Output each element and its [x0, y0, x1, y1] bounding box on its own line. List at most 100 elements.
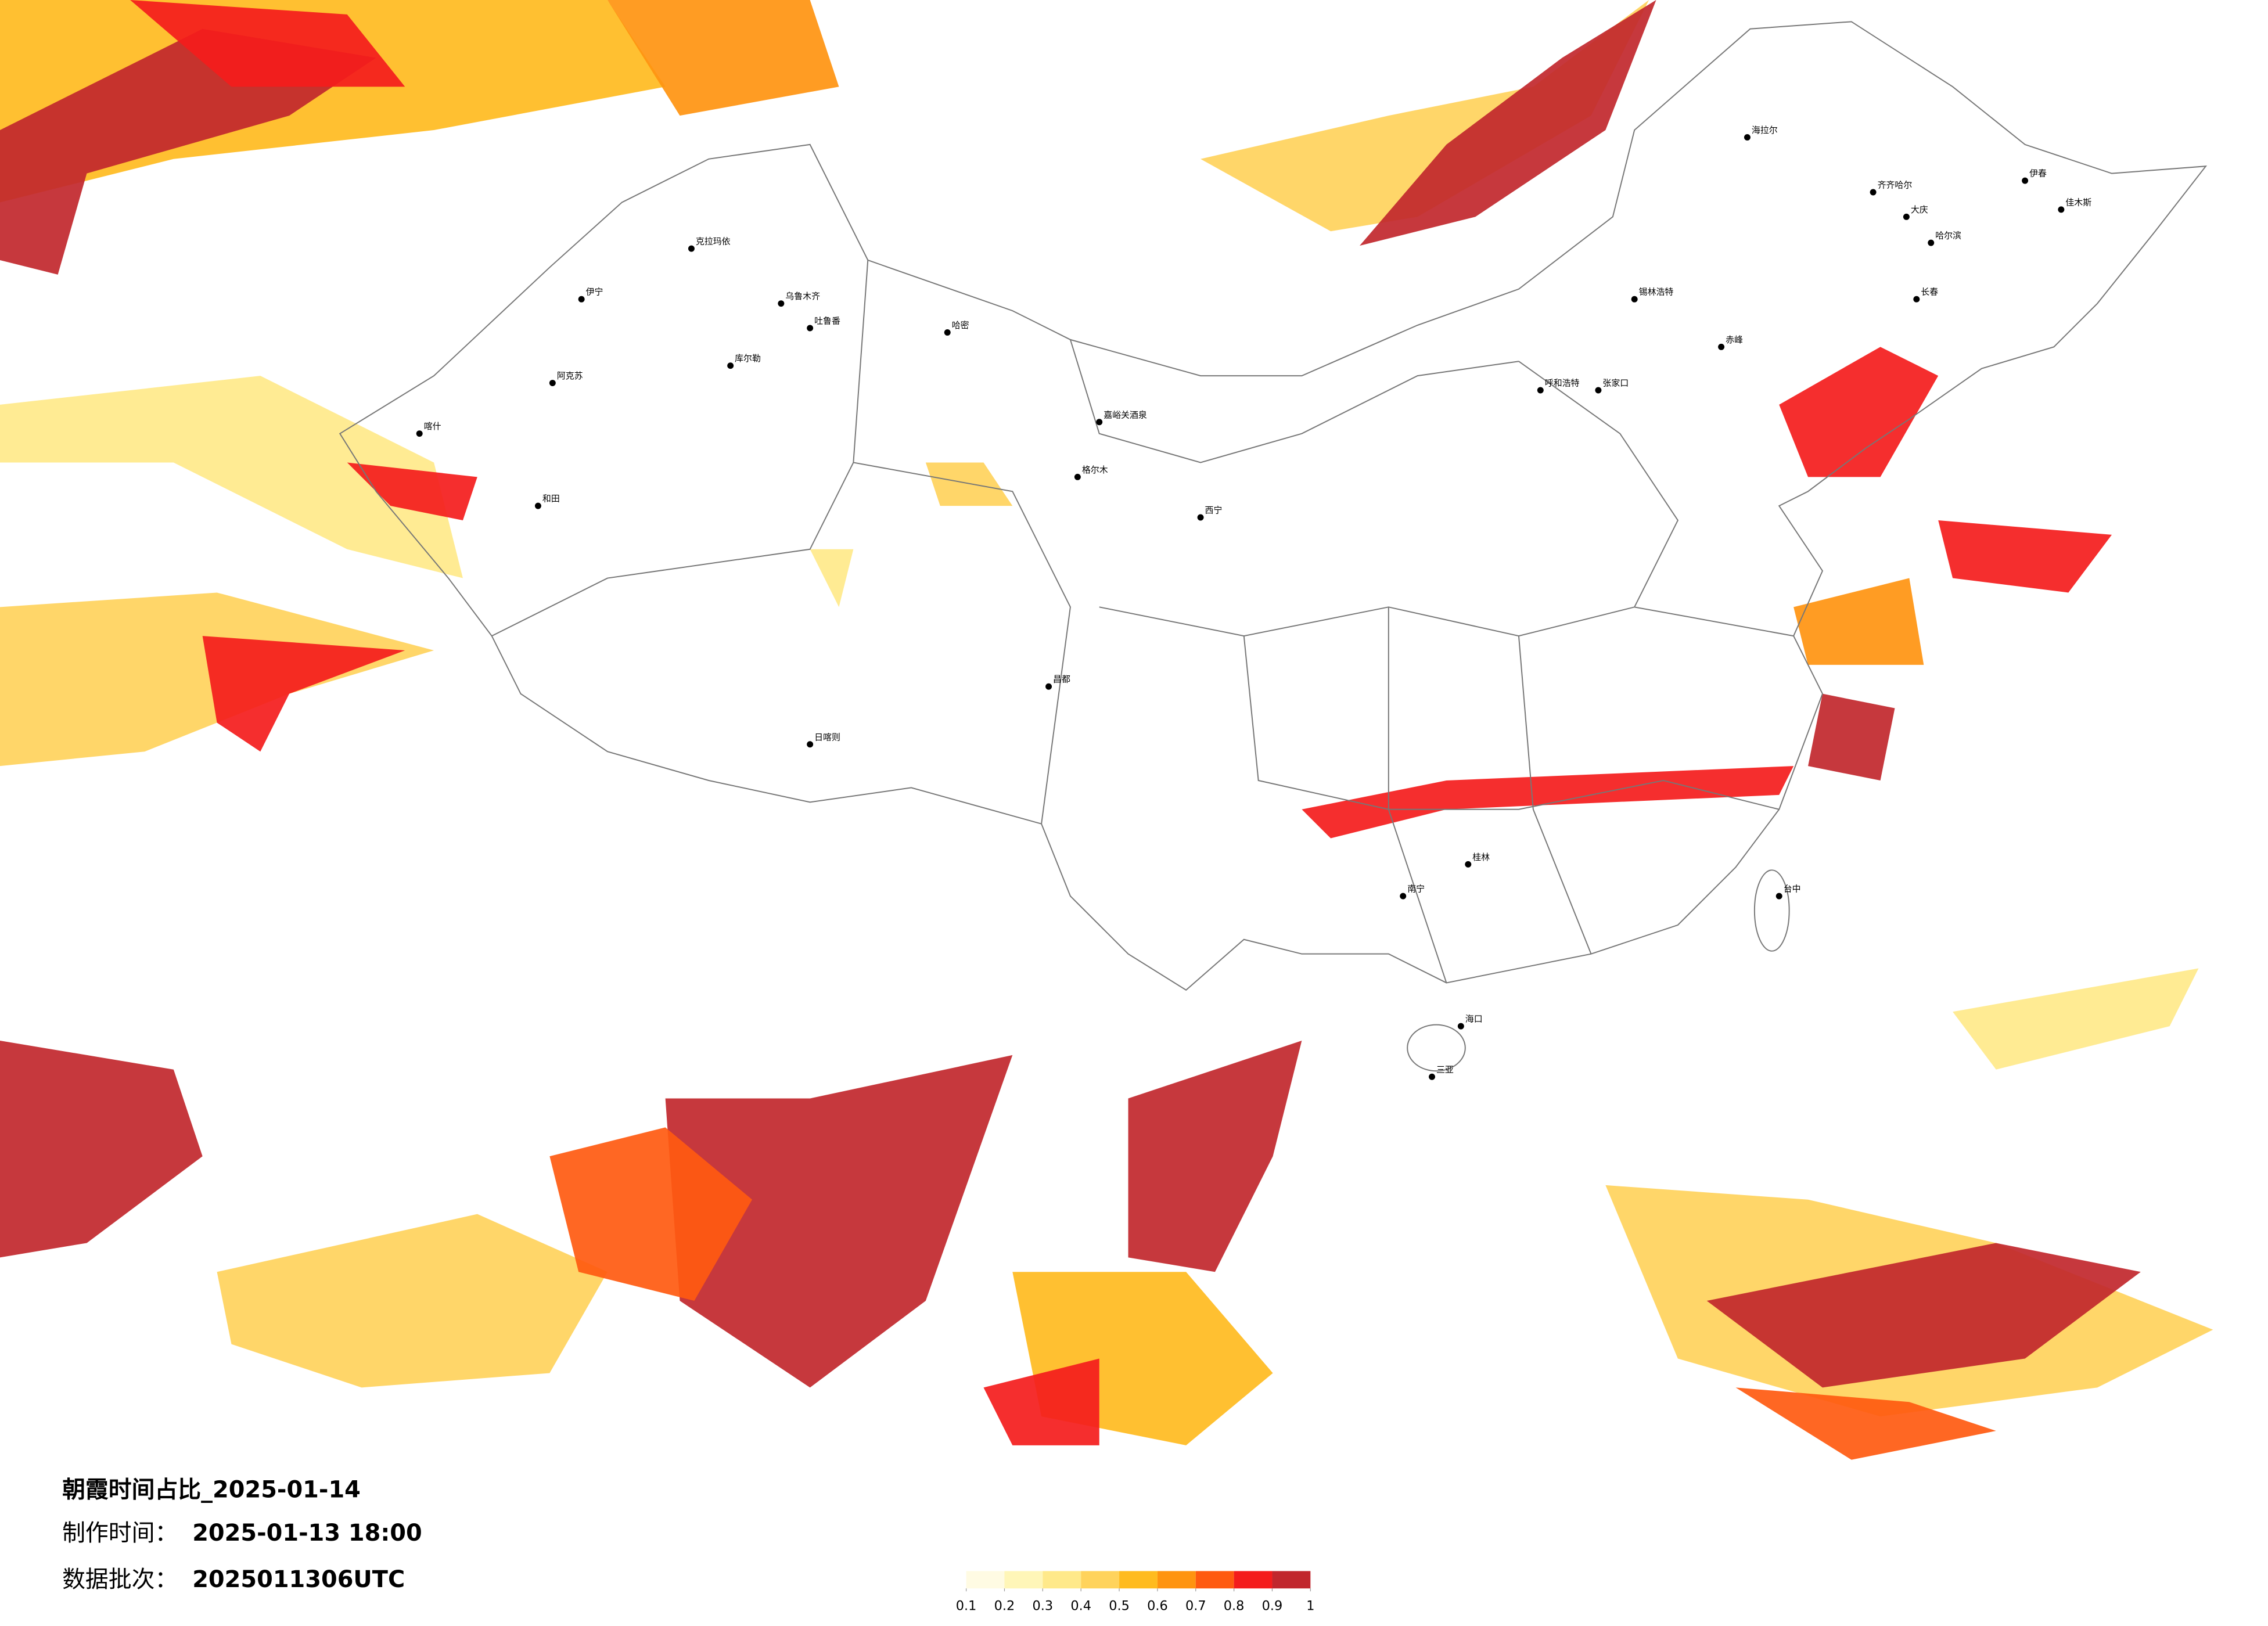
city-dot: [2058, 206, 2065, 213]
legend-tick-label: 0.9: [1262, 1599, 1283, 1614]
city-dot: [1537, 387, 1544, 394]
city-label: 呼和浩特: [1545, 378, 1580, 388]
city-label: 锡林浩特: [1639, 287, 1674, 297]
city-label: 嘉峪关酒泉: [1104, 409, 1147, 420]
city-label: 赤峰: [1726, 334, 1743, 345]
city-label: 吐鲁番: [814, 316, 840, 326]
city-dot: [1631, 296, 1638, 303]
china-outline: [339, 21, 2208, 991]
heat-patch: [217, 1214, 608, 1388]
made-time: 2025-01-13 18:00: [192, 1520, 422, 1546]
city-dot: [778, 300, 785, 307]
heat-patch: [1201, 0, 1649, 232]
city-label: 克拉玛依: [696, 236, 731, 247]
legend-swatch: [1157, 1571, 1196, 1589]
legend-swatch: [1119, 1571, 1158, 1589]
boundaries: [339, 21, 2208, 1072]
city-label: 格尔木: [1082, 465, 1108, 475]
heat-patch: [1128, 1041, 1302, 1272]
heat-patch: [983, 1358, 1099, 1445]
heat-patch: [1779, 347, 1939, 477]
city-label: 阿克苏: [557, 370, 583, 381]
hainan: [1407, 1024, 1466, 1072]
city-dot: [1913, 296, 1920, 303]
title: 朝霞时间占比_2025-01-14: [62, 1477, 361, 1503]
city-label: 乌鲁木齐: [785, 291, 820, 301]
city-label: 伊宁: [586, 287, 603, 297]
legend-swatch: [1081, 1571, 1120, 1589]
heat-patch: [607, 0, 839, 116]
legend-swatch: [1195, 1571, 1234, 1589]
heat-patch: [130, 0, 405, 87]
city-label: 西宁: [1205, 505, 1223, 516]
city-label: 桂林: [1472, 852, 1490, 862]
city-dot: [1400, 893, 1407, 900]
city-dot: [1928, 239, 1935, 246]
city-dot: [1096, 419, 1103, 426]
legend-swatch: [1234, 1571, 1273, 1589]
city-label: 南宁: [1407, 884, 1425, 894]
legend-swatch: [1004, 1571, 1043, 1589]
batch-label: 数据批次：: [62, 1566, 178, 1593]
city-dot: [1744, 134, 1751, 141]
heat-patch: [810, 549, 854, 607]
heat-patch: [347, 462, 477, 520]
legend-tick-label: 0.3: [1033, 1599, 1054, 1614]
city-dot: [807, 741, 814, 748]
city-label: 日喀则: [814, 732, 840, 742]
made-label: 制作时间：: [62, 1520, 178, 1546]
city-dot: [534, 502, 541, 509]
city-label: 喀什: [424, 421, 441, 431]
city-label: 海口: [1465, 1014, 1483, 1024]
province-lines: [491, 260, 1794, 983]
heat-patch: [1360, 0, 1656, 246]
legend-tick-label: 1: [1306, 1599, 1314, 1614]
city-label: 齐齐哈尔: [1878, 180, 1913, 190]
legend-tick-label: 0.1: [956, 1599, 977, 1614]
heat-patch: [0, 1041, 203, 1258]
city-label: 哈密: [952, 320, 969, 330]
legend: 0.1 0.2 0.3 0.4 0.5 0.6 0.7 0.8 0.9 1: [956, 1571, 1314, 1614]
city-dot: [578, 296, 585, 303]
city-label: 哈尔滨: [1935, 231, 1961, 241]
city-dot: [807, 325, 814, 332]
city-dot: [549, 380, 556, 387]
city-dot: [1197, 514, 1204, 521]
heat-patch: [1808, 693, 1895, 780]
legend-tick-label: 0.7: [1185, 1599, 1206, 1614]
city-dot: [1775, 893, 1782, 900]
legend-tick-label: 0.8: [1224, 1599, 1245, 1614]
city-dot: [1870, 189, 1877, 196]
city-dot: [1903, 213, 1910, 220]
city-dot: [1457, 1023, 1464, 1030]
city-label: 伊春: [2029, 168, 2047, 179]
city-label: 长春: [1921, 287, 1938, 297]
heat-patch: [549, 1127, 753, 1301]
heat-patch: [1793, 578, 1924, 665]
heat-patch: [1938, 520, 2112, 593]
heat-patch: [925, 462, 1013, 506]
city-dot: [727, 362, 734, 369]
heat-patch: [0, 376, 463, 578]
city-dot: [944, 329, 951, 336]
city-dot: [1595, 387, 1602, 394]
city-dot: [2022, 177, 2029, 184]
city-dot: [1429, 1073, 1436, 1080]
city-dot: [416, 430, 423, 437]
city-label: 昌都: [1053, 674, 1070, 685]
legend-tick-label: 0.4: [1070, 1599, 1091, 1614]
legend-swatch: [1272, 1571, 1311, 1589]
legend-swatch: [1043, 1571, 1081, 1589]
city-label: 三亚: [1436, 1064, 1454, 1075]
taiwan: [1753, 869, 1790, 952]
legend-tick-label: 0.2: [994, 1599, 1015, 1614]
heat-patch: [1302, 766, 1794, 839]
city-label: 和田: [542, 494, 560, 504]
city-label: 库尔勒: [735, 353, 761, 364]
heat-patch: [202, 636, 405, 752]
legend-tick-label: 0.6: [1147, 1599, 1168, 1614]
city-label: 台中: [1784, 884, 1801, 894]
